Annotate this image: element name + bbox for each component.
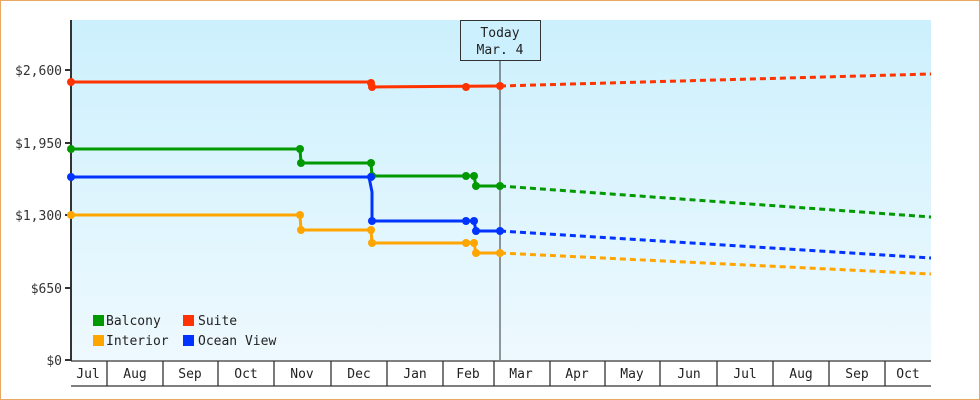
legend-swatch-ocean-view [183, 335, 194, 346]
x-tick-label: Dec [347, 367, 370, 382]
x-tick-label: Apr [565, 367, 589, 382]
y-tick-label: $1,950 [15, 137, 62, 152]
today-date: Mar. 4 [477, 43, 524, 58]
x-tick-label: Jan [403, 367, 426, 382]
x-tick-label: Aug [789, 367, 812, 382]
y-tick-label: $0 [46, 354, 62, 369]
today-callout [460, 20, 541, 61]
y-tick-label: $650 [31, 282, 62, 297]
x-tick-label: Feb [456, 367, 480, 382]
x-tick-label: Jul [76, 367, 99, 382]
y-tick-label: $1,300 [15, 209, 62, 224]
legend-swatch-suite [183, 315, 194, 326]
x-tick-label: Mar [509, 367, 533, 382]
x-tick-label: Jul [733, 367, 756, 382]
legend: Balcony Suite Interior Ocean View [93, 314, 276, 349]
legend-item-suite[interactable]: Suite [183, 314, 237, 329]
x-tick-label: Oct [896, 367, 919, 382]
legend-label: Balcony [106, 314, 161, 329]
legend-label: Interior [106, 334, 169, 349]
x-tick-label: Aug [123, 367, 146, 382]
legend-item-ocean-view[interactable]: Ocean View [183, 334, 276, 349]
x-tick-label: Sep [178, 367, 202, 382]
x-axis [71, 360, 931, 387]
x-tick-label: Sep [845, 367, 869, 382]
y-tick-label: $2,600 [15, 64, 62, 79]
x-tick-label: May [620, 367, 644, 382]
today-label: Today [480, 26, 519, 41]
x-tick-label: Oct [234, 367, 257, 382]
x-tick-label: Nov [290, 367, 314, 382]
legend-swatch-balcony [93, 315, 104, 326]
legend-label: Ocean View [198, 334, 276, 349]
legend-label: Suite [198, 314, 237, 329]
legend-item-balcony[interactable]: Balcony [93, 314, 161, 329]
series-suite [67, 72, 932, 91]
plot-area [71, 20, 931, 360]
legend-swatch-interior [93, 335, 104, 346]
x-tick-label: Jun [677, 367, 700, 382]
series-interior [67, 211, 932, 276]
legend-item-interior[interactable]: Interior [93, 334, 169, 349]
series-ocean-view [67, 173, 932, 260]
